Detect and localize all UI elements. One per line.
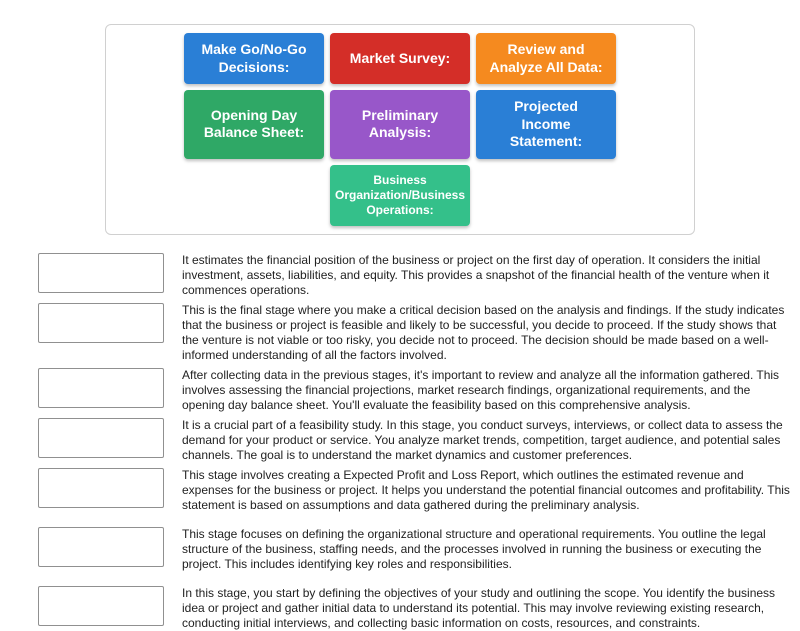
dropzone-6[interactable] — [38, 586, 164, 626]
description-text-1: This is the final stage where you make a… — [182, 303, 790, 363]
description-text-2: After collecting data in the previous st… — [182, 368, 790, 413]
dropzone-2[interactable] — [38, 368, 164, 408]
draggable-card-4[interactable]: Preliminary Analysis: — [330, 90, 470, 159]
description-text-3: It is a crucial part of a feasibility st… — [182, 418, 790, 463]
match-row-4: This stage involves creating a Expected … — [38, 468, 790, 513]
match-row-3: It is a crucial part of a feasibility st… — [38, 418, 790, 463]
draggable-card-0[interactable]: Make Go/No-Go Decisions: — [184, 33, 324, 84]
match-row-5: This stage focuses on defining the organ… — [38, 527, 790, 572]
dropzone-4[interactable] — [38, 468, 164, 508]
description-text-4: This stage involves creating a Expected … — [182, 468, 790, 513]
draggable-card-2[interactable]: Review and Analyze All Data: — [476, 33, 616, 84]
dropzone-3[interactable] — [38, 418, 164, 458]
match-row-2: After collecting data in the previous st… — [38, 368, 790, 413]
description-text-5: This stage focuses on defining the organ… — [182, 527, 790, 572]
match-row-1: This is the final stage where you make a… — [38, 303, 790, 363]
dropzone-0[interactable] — [38, 253, 164, 293]
draggable-card-1[interactable]: Market Survey: — [330, 33, 470, 84]
card-bank: Make Go/No-Go Decisions:Market Survey:Re… — [105, 24, 695, 235]
match-area: It estimates the financial position of t… — [0, 253, 800, 631]
draggable-card-5[interactable]: Projected Income Statement: — [476, 90, 616, 159]
draggable-card-6[interactable]: Business Organization/Business Operation… — [330, 165, 470, 226]
match-row-6: In this stage, you start by defining the… — [38, 586, 790, 631]
description-text-0: It estimates the financial position of t… — [182, 253, 790, 298]
dropzone-1[interactable] — [38, 303, 164, 343]
dropzone-5[interactable] — [38, 527, 164, 567]
match-row-0: It estimates the financial position of t… — [38, 253, 790, 298]
draggable-card-3[interactable]: Opening Day Balance Sheet: — [184, 90, 324, 159]
description-text-6: In this stage, you start by defining the… — [182, 586, 790, 631]
